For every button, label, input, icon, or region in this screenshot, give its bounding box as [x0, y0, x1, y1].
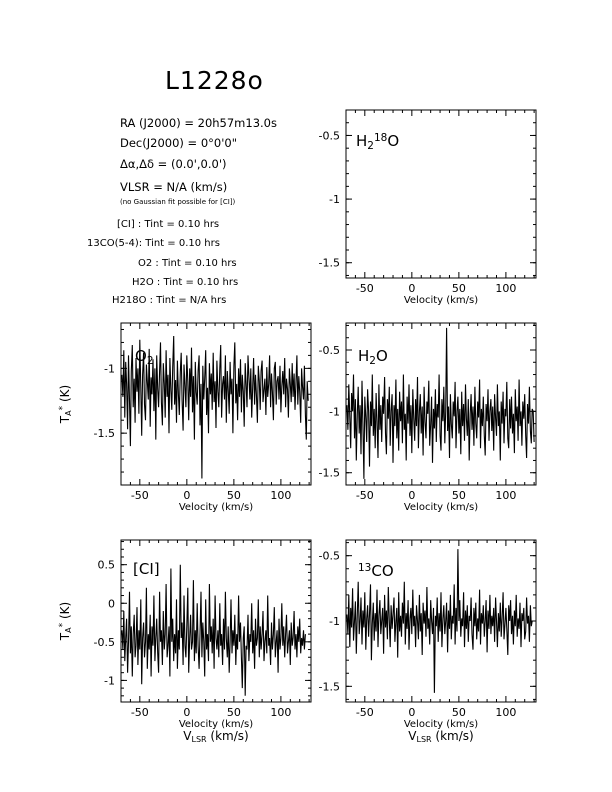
spectrum-line-o2 [121, 335, 309, 479]
y-tick-label: 0.5 [98, 559, 116, 572]
tint-ci: [CI] : Tint = 0.10 hrs [117, 219, 220, 230]
plot-13co: -50 0 50 100 -1.5 -1 -0.5 13CO Velocity (km/s)VL… [319, 539, 537, 744]
x-tick-label: 50 [227, 489, 241, 502]
tint-h218o: H218O : Tint = N/A hrs [112, 295, 227, 306]
plot-ci: -50 0 50 100 -1 -0.5 0 0.5 [CI] Velocity (km/s)VL… [58, 539, 312, 744]
line-label-h218o: H218O [356, 132, 399, 152]
x-axis-label: Velocity (km/s) [404, 295, 478, 306]
plot-h2o: -50 0 50 100 -1.5 -1 -0.5 H2O Velocity (km/s) [319, 322, 537, 513]
x-axis-label: Velocity (km/s) [179, 719, 253, 730]
x-axis-label-vlsr: VLSR (km/s) [183, 729, 248, 744]
x-tick-label: 0 [183, 489, 190, 502]
y-tick-label: -0.5 [319, 129, 340, 142]
plot-frame [120, 322, 312, 486]
y-axis-label: TA* (K) [58, 602, 73, 641]
y-tick-label: -1 [329, 193, 340, 206]
x-tick-label: 50 [452, 282, 466, 295]
x-tick-label: 100 [495, 706, 516, 719]
spectrum-line-ci [121, 564, 306, 696]
line-label-ci: [CI] [133, 560, 160, 578]
plot-frame [345, 109, 537, 279]
dec-line: Dec(J2000) = 0°0'0" [120, 136, 237, 150]
y-tick-label: -1 [104, 362, 115, 375]
x-axis-label: Velocity (km/s) [404, 719, 478, 730]
tint-h2o: H2O : Tint = 0.10 hrs [132, 277, 239, 288]
fit-note: (no Gaussian fit possible for [CI]) [120, 198, 236, 206]
plot-frame [345, 322, 537, 486]
x-tick-label: 0 [183, 706, 190, 719]
x-axis-label: Velocity (km/s) [404, 502, 478, 513]
tint-o2: O2 : Tint = 0.10 hrs [138, 258, 237, 269]
plot-h218o: -50 0 50 100 -1.5 -1 -0.5 H218O Velocity (km/s) [319, 109, 537, 306]
y-tick-label: -0.5 [319, 550, 340, 563]
spectrum-line-h2o [346, 327, 535, 479]
x-tick-label: -50 [131, 706, 149, 719]
vlsr-line: VLSR = N/A (km/s) [120, 180, 228, 194]
y-tick-label: 0 [108, 597, 115, 610]
x-tick-label: 0 [408, 489, 415, 502]
x-tick-label: 50 [452, 489, 466, 502]
x-tick-label: -50 [356, 706, 374, 719]
x-tick-label: 100 [495, 489, 516, 502]
y-tick-label: -1.5 [94, 427, 115, 440]
y-axis-label: TA* (K) [58, 385, 73, 424]
y-tick-label: -0.5 [94, 636, 115, 649]
line-label-h2o: H2O [358, 347, 388, 367]
tint-13co: 13CO(5-4): Tint = 0.10 hrs [87, 238, 220, 249]
line-label-13co: 13CO [358, 562, 394, 580]
y-tick-label: -0.5 [319, 344, 340, 357]
x-tick-label: 50 [227, 706, 241, 719]
spectrum-line-13co [346, 549, 533, 693]
y-tick-label: -1 [104, 674, 115, 687]
ra-line: RA (J2000) = 20h57m13.0s [120, 116, 277, 130]
x-axis-label: Velocity (km/s) [179, 502, 253, 513]
x-tick-label: -50 [356, 282, 374, 295]
offset-line: Δα,Δδ = (0.0',0.0') [120, 157, 227, 171]
x-tick-label: 0 [408, 282, 415, 295]
plot-frame [120, 539, 312, 703]
y-tick-label: -1.5 [319, 680, 340, 693]
y-tick-label: -1.5 [319, 257, 340, 270]
y-tick-label: -1 [329, 615, 340, 628]
x-tick-label: 50 [452, 706, 466, 719]
x-tick-label: 0 [408, 706, 415, 719]
y-tick-label: -1 [329, 405, 340, 418]
page-title: L1228o [165, 66, 264, 95]
x-axis-label-vlsr: VLSR (km/s) [408, 729, 473, 744]
plot-o2: -50 0 50 100 -1.5 -1 O2 Velocity (km/s) TA* (K) [58, 322, 312, 513]
y-tick-label: -1.5 [319, 467, 340, 480]
x-tick-label: 100 [495, 282, 516, 295]
x-tick-label: -50 [356, 489, 374, 502]
line-label-o2: O2 [135, 347, 154, 367]
x-tick-label: 100 [270, 489, 291, 502]
x-tick-label: -50 [131, 489, 149, 502]
x-tick-label: 100 [270, 706, 291, 719]
